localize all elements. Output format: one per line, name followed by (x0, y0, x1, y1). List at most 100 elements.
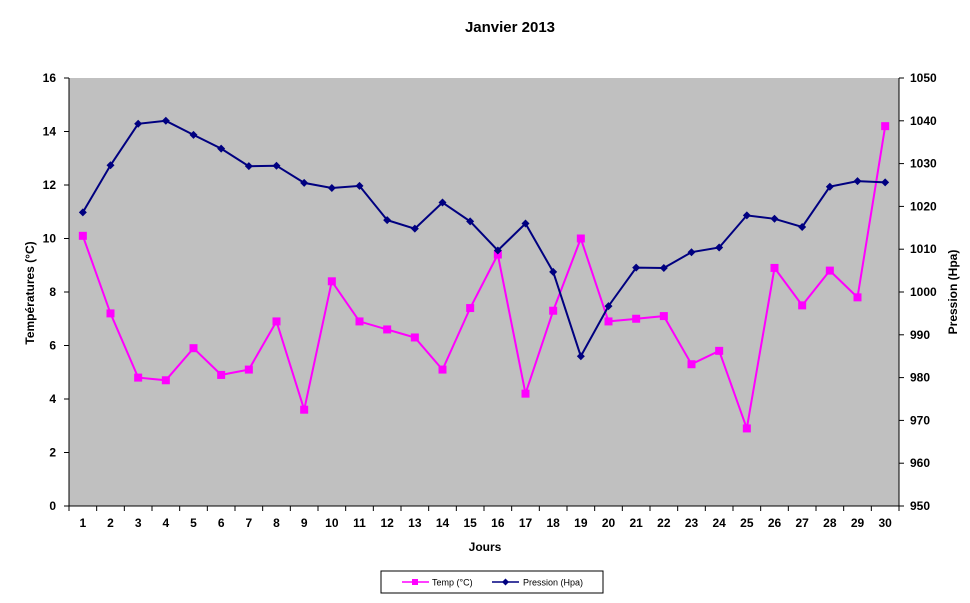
pression-point (659, 264, 668, 273)
temp-point (383, 325, 392, 334)
pression-point (632, 263, 641, 272)
temp-point (217, 370, 226, 379)
pression-point (549, 267, 558, 276)
pression-point (770, 214, 779, 223)
x-tick-label: 2 (107, 516, 114, 530)
x-tick-label: 24 (712, 516, 726, 530)
left-tick-label: 14 (43, 125, 57, 139)
right-tick-label: 1050 (910, 71, 937, 85)
plot-area (69, 78, 899, 506)
legend-marker-temp (412, 579, 418, 585)
left-axis-title: Températures (°C) (23, 241, 37, 344)
x-tick-label: 3 (135, 516, 142, 530)
pression-point (327, 183, 336, 192)
left-tick-label: 0 (49, 499, 56, 513)
series-line-temp (81, 126, 887, 433)
temp-point (106, 309, 115, 318)
temp-point (134, 373, 143, 382)
x-tick-label: 30 (878, 516, 892, 530)
temp-point (825, 266, 834, 275)
pression-point (853, 177, 862, 186)
temp-point (466, 304, 475, 313)
temp-point (161, 376, 170, 385)
pression-point (217, 144, 226, 153)
pression-point (161, 116, 170, 125)
pression-point (742, 211, 751, 220)
pression-point (604, 302, 613, 311)
x-tick-label: 10 (325, 516, 339, 530)
right-tick-label: 1040 (910, 114, 937, 128)
x-tick-label: 28 (823, 516, 837, 530)
legend-label-temp: Temp (°C) (432, 578, 473, 588)
x-axis-title: Jours (469, 540, 502, 554)
temp-point (853, 293, 862, 302)
left-tick-label: 10 (43, 232, 57, 246)
temp-point (438, 365, 447, 374)
x-tick-label: 26 (768, 516, 782, 530)
pression-point (355, 181, 364, 190)
x-tick-label: 9 (301, 516, 308, 530)
pression-point (189, 130, 198, 139)
temp-point (576, 234, 585, 243)
right-axis-title: Pression (Hpa) (946, 250, 960, 335)
right-tick-label: 970 (910, 413, 930, 427)
series-layer (78, 116, 890, 433)
legend-label-pression: Pression (Hpa) (523, 578, 583, 588)
right-tick-label: 990 (910, 328, 930, 342)
right-tick-label: 1000 (910, 285, 937, 299)
right-tick-label: 1010 (910, 242, 937, 256)
temp-point (493, 250, 502, 259)
right-tick-label: 1030 (910, 157, 937, 171)
x-tick-label: 13 (408, 516, 422, 530)
temp-point (659, 312, 668, 321)
pression-point (78, 208, 87, 217)
x-tick-label: 15 (463, 516, 477, 530)
series-line-pression (81, 119, 886, 359)
temp-point (742, 424, 751, 433)
temp-point (687, 360, 696, 369)
pression-point (106, 161, 115, 170)
x-tick-label: 22 (657, 516, 671, 530)
temp-point (632, 314, 641, 323)
temp-point (300, 405, 309, 414)
left-tick-label: 2 (49, 446, 56, 460)
temp-point (244, 365, 253, 374)
temp-point (715, 346, 724, 355)
right-tick-label: 950 (910, 499, 930, 513)
x-tick-label: 27 (795, 516, 809, 530)
legend: Temp (°C) Pression (Hpa) (380, 570, 604, 594)
pression-point (687, 248, 696, 257)
chart-title: Janvier 2013 (465, 19, 555, 36)
left-tick-label: 4 (49, 392, 56, 406)
left-tick-label: 16 (43, 71, 57, 85)
x-tick-label: 6 (218, 516, 225, 530)
x-tick-label: 12 (380, 516, 394, 530)
pression-point (576, 352, 585, 361)
pression-point (825, 182, 834, 191)
temp-point (189, 344, 198, 353)
x-tick-label: 18 (546, 516, 560, 530)
pression-point (300, 178, 309, 187)
temp-point (521, 389, 530, 398)
pression-point (383, 216, 392, 225)
pression-point (272, 161, 281, 170)
x-tick-label: 29 (851, 516, 865, 530)
right-tick-label: 960 (910, 456, 930, 470)
pression-point (466, 217, 475, 226)
right-axis: 950 960 970 980 990 1000 1010 1020 1030 1040 1050 (899, 71, 937, 513)
x-tick-label: 21 (629, 516, 643, 530)
left-tick-label: 12 (43, 178, 57, 192)
pression-point (521, 219, 530, 228)
x-tick-label: 25 (740, 516, 754, 530)
pression-point (715, 243, 724, 252)
right-tick-label: 980 (910, 371, 930, 385)
x-tick-label: 23 (685, 516, 699, 530)
legend-marker-pression (502, 578, 509, 586)
x-tick-label: 4 (162, 516, 169, 530)
temp-point (272, 317, 281, 326)
x-tick-label: 8 (273, 516, 280, 530)
x-tick-label: 16 (491, 516, 505, 530)
pression-point (438, 198, 447, 207)
